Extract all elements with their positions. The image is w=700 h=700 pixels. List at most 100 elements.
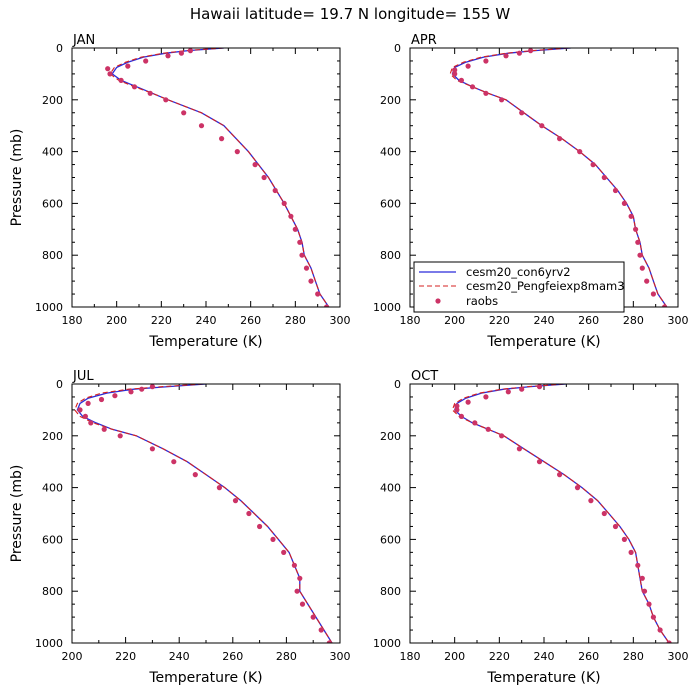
plot-area <box>451 384 672 643</box>
x-tick-label: 300 <box>330 650 351 663</box>
raobs-point <box>118 77 124 83</box>
raobs-point <box>82 413 88 419</box>
y-tick-label: 200 <box>42 94 63 107</box>
raobs-point <box>499 433 505 439</box>
raobs-point <box>452 71 458 77</box>
raobs-point <box>536 459 543 465</box>
raobs-point <box>131 84 138 90</box>
plot-frame <box>71 47 341 308</box>
x-tick-label: 260 <box>240 314 261 327</box>
raobs-point <box>519 110 525 116</box>
raobs-point <box>454 407 460 413</box>
y-tick-label: 200 <box>380 430 401 443</box>
raobs-point <box>128 389 134 395</box>
raobs-point <box>326 640 332 643</box>
raobs-point <box>483 394 489 400</box>
raobs-point <box>85 400 91 406</box>
raobs-point <box>601 174 607 181</box>
raobs-point <box>485 426 491 432</box>
x-tick-label: 240 <box>534 314 555 327</box>
raobs-point <box>469 84 476 90</box>
raobs-point <box>270 536 276 543</box>
raobs-point <box>528 48 534 54</box>
raobs-point <box>465 399 471 405</box>
x-tick-label: 240 <box>196 314 217 327</box>
raobs-point <box>143 58 149 64</box>
raobs-point <box>644 278 650 284</box>
raobs-point <box>454 403 460 409</box>
legend-label: raobs <box>466 294 498 308</box>
raobs-point <box>101 426 107 432</box>
raobs-point <box>472 420 478 426</box>
raobs-point <box>112 393 118 399</box>
y-tick-label: 400 <box>42 146 63 159</box>
raobs-point <box>147 90 153 96</box>
series-line-cesm20_Pengfeiexp8mam3 <box>74 384 333 643</box>
x-axis-title: Temperature (K) <box>148 334 262 350</box>
x-tick-label: 220 <box>489 650 510 663</box>
plot-frame <box>71 383 341 644</box>
legend-label: cesm20_Pengfeiexp8mam3 <box>466 279 625 293</box>
raobs-point <box>149 446 155 452</box>
series-line-cesm20_con6yrv2 <box>76 384 333 643</box>
raobs-point <box>105 66 111 72</box>
y-tick-label: 800 <box>42 249 63 262</box>
raobs-point <box>181 110 187 116</box>
raobs-point <box>257 523 263 530</box>
raobs-point <box>601 510 607 517</box>
raobs-point <box>483 58 489 64</box>
raobs-point <box>536 384 543 390</box>
raobs-point <box>294 588 300 594</box>
raobs-point <box>612 187 619 194</box>
raobs-point <box>519 386 525 392</box>
raobs-point <box>318 627 324 633</box>
raobs-point <box>297 575 303 581</box>
raobs-point <box>232 498 239 504</box>
raobs-point <box>125 63 131 69</box>
raobs-point <box>483 90 489 96</box>
y-axis-title: Pressure (mb) <box>9 465 25 563</box>
panel-label: APR <box>411 33 437 48</box>
plot-area <box>449 48 668 307</box>
y-tick-label: 400 <box>42 482 63 495</box>
raobs-point <box>139 386 145 392</box>
y-tick-label: 200 <box>42 430 63 443</box>
panel-label: JUL <box>72 369 94 384</box>
raobs-point <box>628 549 634 556</box>
raobs-point <box>641 588 648 594</box>
y-tick-label: 800 <box>380 585 401 598</box>
y-tick-label: 400 <box>380 146 401 159</box>
raobs-point <box>662 304 668 307</box>
raobs-point <box>261 174 267 181</box>
raobs-point <box>165 53 171 59</box>
raobs-point <box>163 97 169 103</box>
raobs-point <box>633 226 639 232</box>
legend: cesm20_con6yrv2cesm20_Pengfeiexp8mam3rao… <box>413 261 625 313</box>
raobs-point <box>324 304 330 307</box>
raobs-point <box>516 446 523 452</box>
x-tick-label: 260 <box>222 650 243 663</box>
raobs-point <box>612 523 619 530</box>
raobs-point <box>635 562 641 568</box>
raobs-point <box>557 472 563 478</box>
y-tick-label: 600 <box>42 197 63 210</box>
y-tick-label: 800 <box>42 585 63 598</box>
raobs-point <box>657 627 663 633</box>
x-tick-label: 280 <box>285 314 306 327</box>
raobs-point <box>88 420 94 426</box>
x-tick-label: 180 <box>400 650 421 663</box>
x-axis-title: Temperature (K) <box>486 334 600 350</box>
panel-oct: 180 200 220 240 260 280 300 0 200 400 600 800 1000 Te… <box>373 369 689 686</box>
y-tick-label: 0 <box>56 378 63 391</box>
y-tick-label: 1000 <box>373 637 401 650</box>
raobs-point <box>628 213 634 219</box>
x-tick-label: 260 <box>578 314 599 327</box>
x-tick-label: 220 <box>115 650 136 663</box>
raobs-point <box>639 575 645 581</box>
raobs-point <box>281 549 287 556</box>
raobs-point <box>187 48 193 54</box>
raobs-point <box>635 239 641 245</box>
raobs-point <box>234 149 240 155</box>
raobs-point <box>539 123 545 129</box>
x-tick-label: 200 <box>62 650 83 663</box>
